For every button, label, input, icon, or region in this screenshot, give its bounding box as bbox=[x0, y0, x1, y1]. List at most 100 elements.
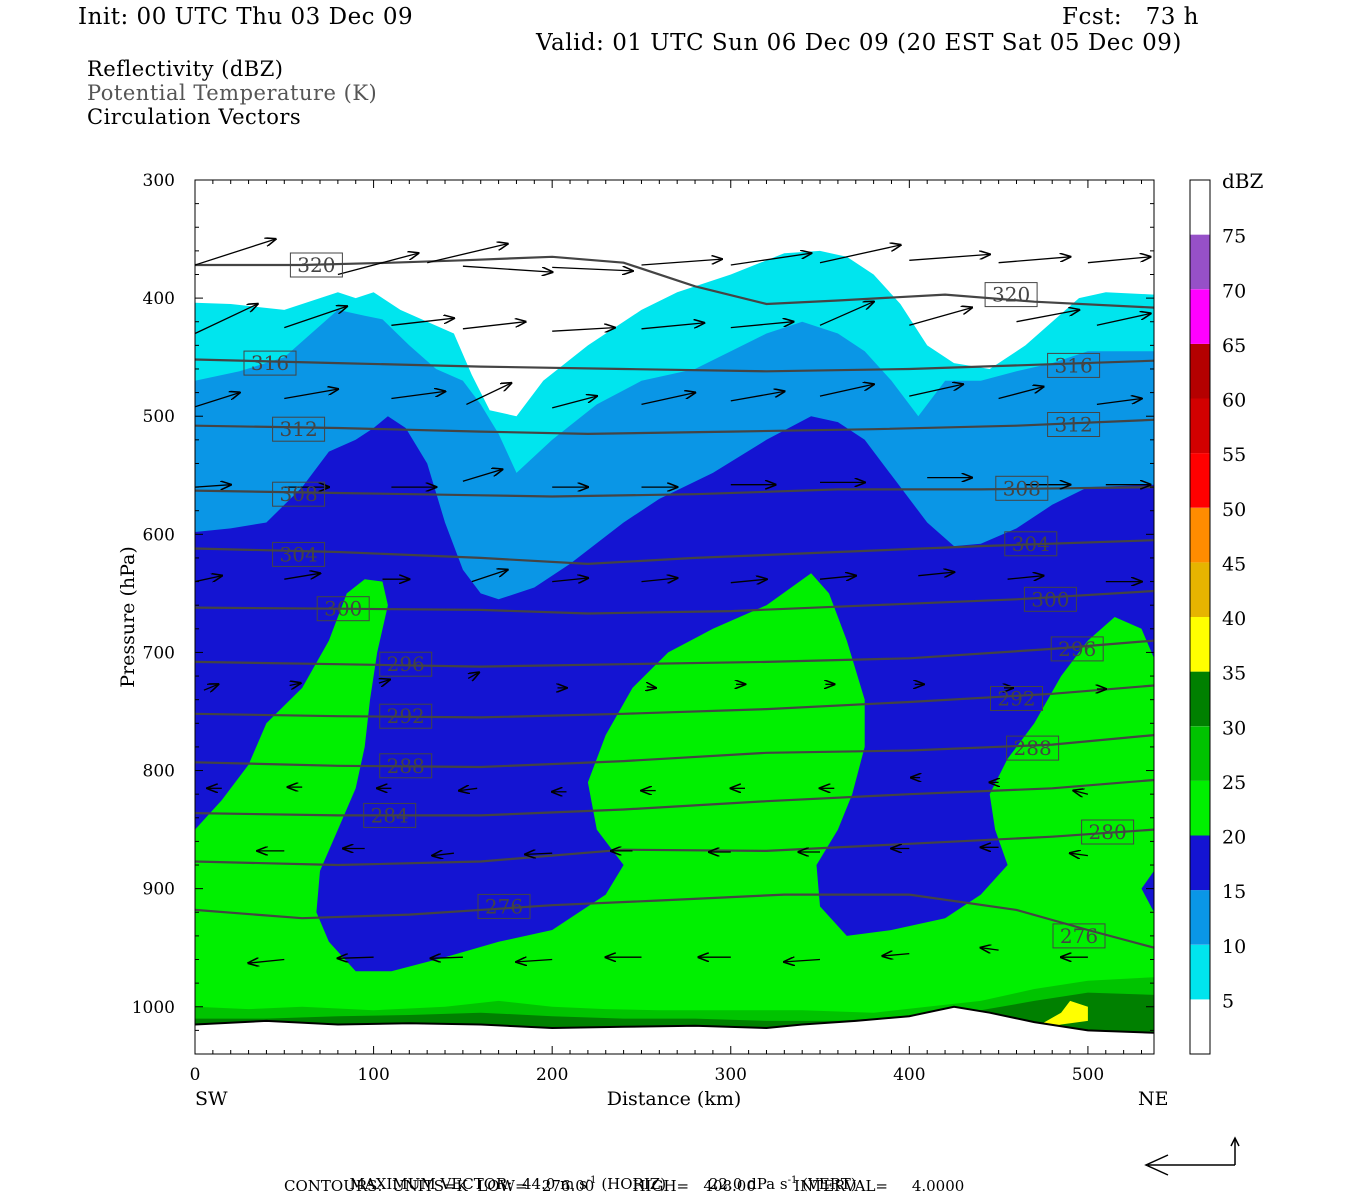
colorbar-swatch bbox=[1190, 180, 1210, 235]
circulation-vector bbox=[459, 788, 478, 790]
circulation-vector bbox=[195, 393, 240, 408]
contour-label-box bbox=[1047, 412, 1101, 437]
max-vector-horiz-unit: (HORIZ) bbox=[601, 1175, 667, 1193]
terrain-fill bbox=[195, 1006, 1154, 1054]
colorbar-tick-label: 50 bbox=[1222, 499, 1246, 521]
contour-label-box bbox=[1006, 735, 1060, 761]
contour-label-box bbox=[289, 252, 343, 278]
circulation-vector bbox=[819, 302, 874, 326]
circulation-vector bbox=[337, 253, 418, 276]
circulation-vector bbox=[641, 259, 722, 266]
colorbar-swatch bbox=[1190, 562, 1210, 617]
y-tick-label: 600 bbox=[143, 525, 175, 545]
circulation-vector bbox=[730, 322, 794, 329]
max-vector-horiz-sup: -1 bbox=[586, 1175, 597, 1186]
circulation-vector bbox=[909, 254, 989, 261]
contour-label: 276 bbox=[485, 894, 523, 918]
circulation-vector bbox=[552, 328, 615, 332]
colorbar-tick-label: 60 bbox=[1222, 390, 1246, 412]
circulation-vector bbox=[290, 683, 301, 685]
colorbar-tick-label: 20 bbox=[1222, 827, 1246, 849]
max-vector-label: MAXIMUM VECTOR: bbox=[349, 1175, 513, 1193]
colorbar-title: dBZ bbox=[1222, 169, 1264, 193]
colorbar-tick-label: 10 bbox=[1222, 936, 1246, 958]
colorbar-tick-label: 55 bbox=[1222, 444, 1246, 466]
reflectivity-band-6 bbox=[1034, 1000, 1088, 1031]
circulation-vector bbox=[284, 389, 338, 400]
colorbar-tick-label: 65 bbox=[1222, 335, 1246, 357]
contour-label: 312 bbox=[280, 417, 318, 441]
colorbar-swatch bbox=[1190, 780, 1210, 836]
x-tick-label: 0 bbox=[190, 1065, 201, 1085]
colorbar-tick-label: 35 bbox=[1222, 663, 1246, 685]
circulation-vector bbox=[195, 239, 275, 266]
var-vectors-label: Circulation Vectors bbox=[87, 105, 302, 129]
contours-info: CONTOURS: UNITS=K LOW= 276.00 HIGH= 408.… bbox=[284, 1177, 965, 1195]
circulation-vector bbox=[730, 579, 767, 583]
colorbar-tick-label: 5 bbox=[1222, 990, 1234, 1012]
circulation-vector bbox=[784, 960, 821, 962]
circulation-vector bbox=[462, 322, 526, 330]
colorbar-tick-label: 40 bbox=[1222, 608, 1246, 630]
circulation-vector bbox=[462, 469, 502, 482]
x-end-label-left: SW bbox=[195, 1088, 228, 1110]
contour-label-box bbox=[379, 703, 433, 729]
theta-contour-320 bbox=[195, 255, 1154, 309]
contour-label-box bbox=[1050, 636, 1104, 662]
y-tick-label: 300 bbox=[143, 171, 175, 191]
circulation-vector bbox=[466, 383, 511, 405]
contour-label-box bbox=[1047, 352, 1101, 378]
circulation-vector bbox=[641, 578, 678, 582]
y-tick-label: 900 bbox=[143, 880, 175, 900]
circulation-vector bbox=[909, 308, 972, 326]
colorbar-tick-label: 25 bbox=[1222, 772, 1246, 794]
y-tick-label: 1000 bbox=[132, 998, 175, 1018]
circulation-vector bbox=[391, 391, 445, 400]
circulation-vector bbox=[998, 387, 1044, 400]
colorbar-swatch bbox=[1190, 507, 1210, 563]
x-end-label-right: NE bbox=[1138, 1088, 1169, 1110]
theta-contour-276 bbox=[195, 893, 1154, 949]
contour-label-box bbox=[477, 893, 531, 919]
y-tick-label: 500 bbox=[143, 407, 175, 427]
colorbar-swatch bbox=[1190, 726, 1210, 781]
contour-label: 308 bbox=[280, 482, 318, 506]
colorbar-swatch bbox=[1190, 999, 1210, 1054]
theta-contour-296 bbox=[195, 639, 1154, 668]
colorbar-swatch bbox=[1190, 890, 1210, 945]
contour-label-box bbox=[990, 686, 1043, 711]
contour-label-box bbox=[272, 541, 326, 567]
reflectivity-band-3-blob-0 bbox=[195, 573, 1154, 1054]
contour-label: 296 bbox=[387, 652, 425, 676]
colorbar-swatch bbox=[1190, 671, 1210, 727]
colorbar-tick-label: 30 bbox=[1222, 717, 1246, 739]
colorbar-tick-label: 70 bbox=[1222, 280, 1246, 302]
contour-label: 312 bbox=[1055, 413, 1093, 437]
theta-contour-284 bbox=[195, 778, 1154, 817]
theta-contour-292 bbox=[195, 684, 1154, 719]
contour-label: 316 bbox=[251, 351, 289, 375]
circulation-vector bbox=[195, 576, 222, 582]
terrain-line bbox=[195, 1005, 1154, 1034]
circulation-vector bbox=[909, 384, 963, 397]
x-tick-label: 200 bbox=[536, 1065, 568, 1085]
max-vector-vert-unit: (VERT) bbox=[802, 1175, 857, 1193]
circulation-vector bbox=[1070, 853, 1088, 855]
x-tick-label: 300 bbox=[715, 1065, 747, 1085]
circulation-vector bbox=[525, 853, 553, 854]
var-reflectivity-label: Reflectivity (dBZ) bbox=[87, 57, 284, 81]
contour-label: 320 bbox=[297, 253, 335, 277]
circulation-vector bbox=[1016, 310, 1080, 323]
y-tick-label: 700 bbox=[143, 643, 175, 663]
contour-label-box bbox=[1023, 586, 1077, 612]
max-vector-horiz: 44.0 m s bbox=[521, 1175, 587, 1193]
init-time-label: Init: 00 UTC Thu 03 Dec 09 bbox=[78, 4, 414, 30]
theta-contour-300 bbox=[195, 589, 1154, 615]
theta-contour-280 bbox=[195, 828, 1154, 867]
circulation-vector bbox=[1074, 791, 1089, 795]
circulation-vector bbox=[819, 576, 856, 580]
x-axis-label: Distance (km) bbox=[607, 1088, 742, 1110]
circulation-vector bbox=[552, 396, 597, 409]
contour-label: 284 bbox=[371, 803, 409, 827]
